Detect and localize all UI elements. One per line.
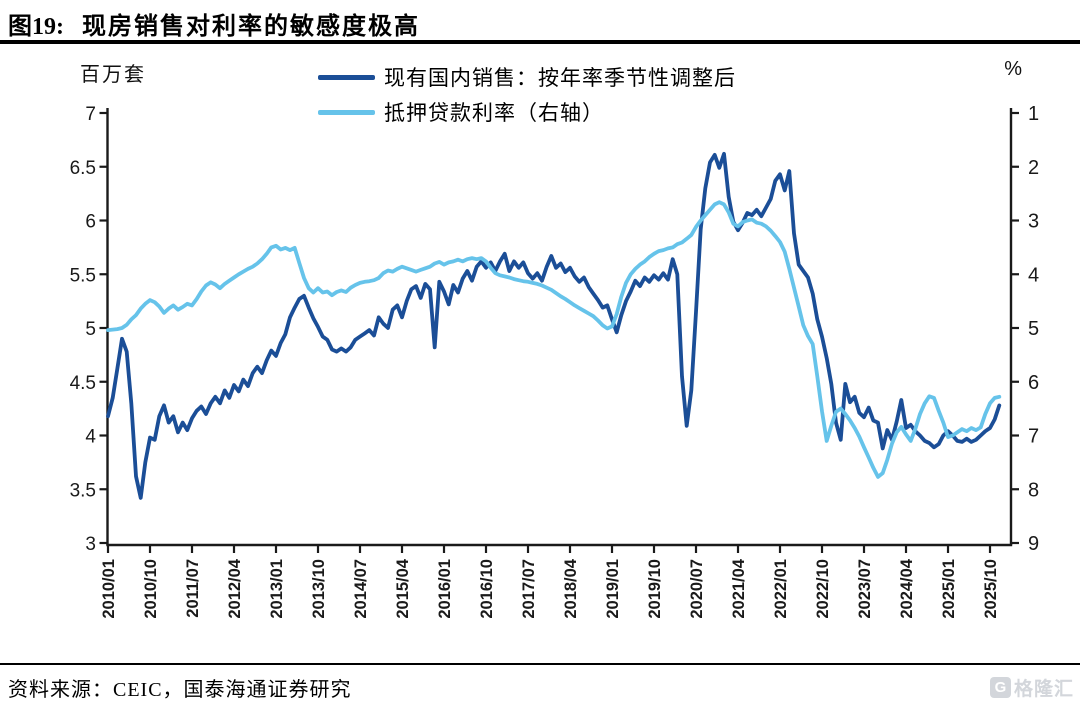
svg-text:5: 5: [1028, 318, 1039, 340]
legend-item-rate: 抵押贷款利率（右轴）: [318, 101, 736, 125]
svg-text:7: 7: [85, 104, 96, 125]
title-bar: 图19: 现房销售对利率的敏感度极高: [0, 0, 1080, 44]
svg-text:2013/01: 2013/01: [268, 559, 286, 619]
svg-text:2013/10: 2013/10: [310, 559, 328, 619]
svg-text:2025/10: 2025/10: [982, 559, 1000, 619]
svg-text:2014/07: 2014/07: [352, 559, 370, 619]
legend: 现有国内销售：按年率季节性调整后 抵押贷款利率（右轴）: [318, 66, 736, 136]
svg-text:2019/10: 2019/10: [646, 559, 664, 619]
svg-text:3: 3: [85, 534, 96, 555]
svg-text:2010/10: 2010/10: [142, 559, 160, 619]
svg-text:2024/04: 2024/04: [898, 558, 916, 618]
svg-text:5: 5: [85, 319, 96, 340]
svg-text:2017/07: 2017/07: [520, 559, 538, 619]
legend-item-sales: 现有国内销售：按年率季节性调整后: [318, 66, 736, 90]
svg-text:2015/04: 2015/04: [394, 558, 412, 618]
svg-text:8: 8: [1028, 479, 1039, 501]
svg-text:2016/10: 2016/10: [478, 559, 496, 619]
svg-text:2010/01: 2010/01: [100, 559, 118, 619]
svg-text:2018/04: 2018/04: [562, 558, 580, 618]
gelonghui-logo-icon: G: [989, 677, 1011, 698]
sales-line-swatch: [318, 74, 375, 80]
watermark-text: 格隆汇: [1013, 679, 1074, 700]
sales-legend-label: 现有国内销售：按年率季节性调整后: [384, 66, 736, 90]
svg-text:2016/01: 2016/01: [436, 559, 454, 619]
svg-text:1: 1: [1028, 103, 1039, 125]
svg-text:6.5: 6.5: [70, 158, 96, 179]
left-axis-unit: 百万套: [80, 64, 146, 86]
svg-text:2019/01: 2019/01: [604, 559, 622, 619]
svg-text:2012/04: 2012/04: [226, 558, 244, 618]
svg-text:6: 6: [1028, 372, 1039, 394]
footer-bar: 资料来源：CEIC，国泰海通证券研究 G 格隆汇: [0, 663, 1080, 705]
right-axis-unit: %: [1004, 58, 1022, 80]
svg-text:2022/10: 2022/10: [814, 559, 832, 619]
svg-text:6: 6: [85, 212, 96, 233]
watermark: G 格隆汇: [989, 674, 1074, 701]
svg-text:5.5: 5.5: [70, 265, 96, 286]
figure-number: 图19:: [8, 14, 64, 40]
rate-line-swatch: [318, 109, 375, 115]
figure-title-text: 现房销售对利率的敏感度极高: [82, 14, 420, 40]
svg-text:2011/07: 2011/07: [184, 559, 202, 618]
svg-text:4: 4: [1028, 264, 1039, 286]
svg-text:2020/07: 2020/07: [688, 559, 706, 619]
svg-text:2022/01: 2022/01: [772, 559, 790, 619]
svg-text:7: 7: [1028, 426, 1039, 448]
svg-text:2025/01: 2025/01: [940, 559, 958, 619]
svg-text:3.5: 3.5: [70, 480, 96, 501]
svg-text:4.5: 4.5: [70, 373, 96, 394]
figure-title: 图19: 现房销售对利率的敏感度极高: [8, 6, 420, 41]
svg-text:2021/04: 2021/04: [730, 558, 748, 618]
data-source: 资料来源：CEIC，国泰海通证券研究: [8, 679, 352, 701]
svg-text:2023/07: 2023/07: [856, 559, 874, 619]
rate-legend-label: 抵押贷款利率（右轴）: [384, 101, 604, 125]
svg-text:4: 4: [85, 427, 96, 448]
svg-text:9: 9: [1028, 533, 1039, 555]
svg-text:3: 3: [1028, 211, 1039, 233]
svg-text:2: 2: [1028, 157, 1039, 179]
